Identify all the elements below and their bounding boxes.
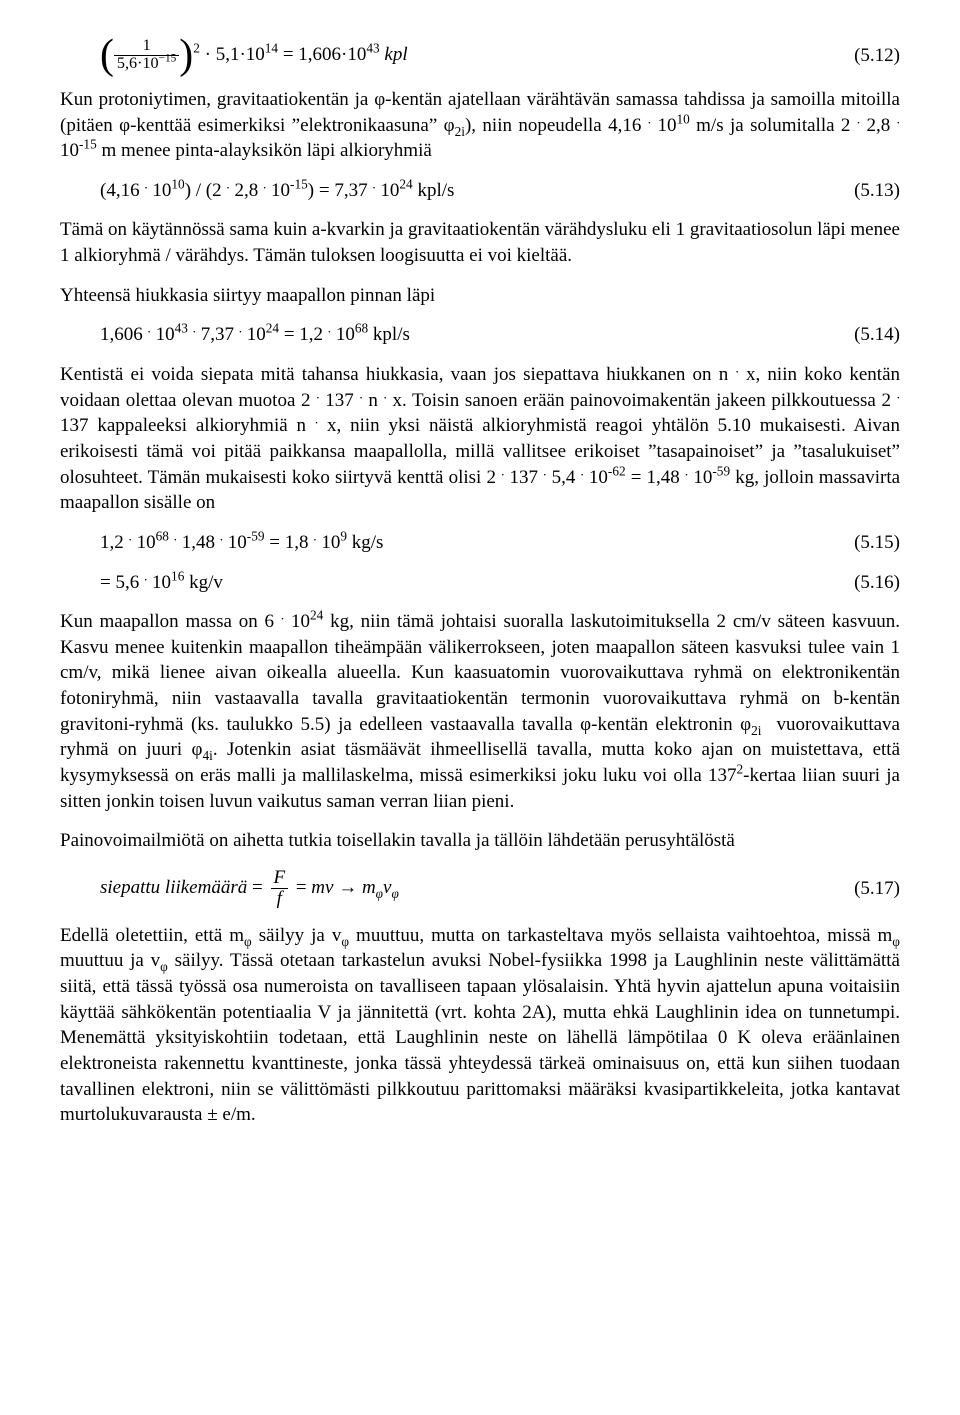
- equation-5-17-number: (5.17): [854, 876, 900, 902]
- equation-5-15-body: 1,2 . 1068 . 1,48 . 10-59 = 1,8 . 109 kg…: [60, 530, 383, 556]
- equation-5-12-number: (5.12): [854, 43, 900, 69]
- equation-5-12-body: (15,6·10−15)2 · 5,1·1014 = 1,606·1043 kp…: [60, 38, 408, 73]
- equation-5-17: siepattu liikemäärä = Ff = mv → mφvφ (5.…: [60, 868, 900, 909]
- equation-5-16-number: (5.16): [854, 570, 900, 596]
- paragraph-4: Kentistä ei voida siepata mitä tahansa h…: [60, 362, 900, 516]
- equation-5-12: (15,6·10−15)2 · 5,1·1014 = 1,606·1043 kp…: [60, 38, 900, 73]
- paragraph-3: Yhteensä hiukkasia siirtyy maapallon pin…: [60, 283, 900, 309]
- paragraph-1: Kun protoniytimen, gravitaatiokentän ja …: [60, 87, 900, 164]
- equation-5-15-number: (5.15): [854, 530, 900, 556]
- paragraph-5: Kun maapallon massa on 6 . 1024 kg, niin…: [60, 609, 900, 814]
- equation-5-16: = 5,6 . 1016 kg/v (5.16): [60, 570, 900, 596]
- equation-5-13-number: (5.13): [854, 178, 900, 204]
- equation-5-14-body: 1,606 . 1043 . 7,37 . 1024 = 1,2 . 1068 …: [60, 322, 410, 348]
- paragraph-6: Painovoimailmiötä on aihetta tutkia tois…: [60, 828, 900, 854]
- equation-5-17-body: siepattu liikemäärä = Ff = mv → mφvφ: [60, 868, 399, 909]
- equation-5-14: 1,606 . 1043 . 7,37 . 1024 = 1,2 . 1068 …: [60, 322, 900, 348]
- paragraph-7: Edellä oletettiin, että mφ säilyy ja vφ …: [60, 923, 900, 1128]
- equation-5-13-body: (4,16 . 1010) / (2 . 2,8 . 10-15) = 7,37…: [60, 178, 454, 204]
- paragraph-2: Tämä on käytännössä sama kuin a-kvarkin …: [60, 217, 900, 268]
- equation-5-16-body: = 5,6 . 1016 kg/v: [60, 570, 223, 596]
- equation-5-13: (4,16 . 1010) / (2 . 2,8 . 10-15) = 7,37…: [60, 178, 900, 204]
- equation-5-14-number: (5.14): [854, 322, 900, 348]
- equation-5-15: 1,2 . 1068 . 1,48 . 10-59 = 1,8 . 109 kg…: [60, 530, 900, 556]
